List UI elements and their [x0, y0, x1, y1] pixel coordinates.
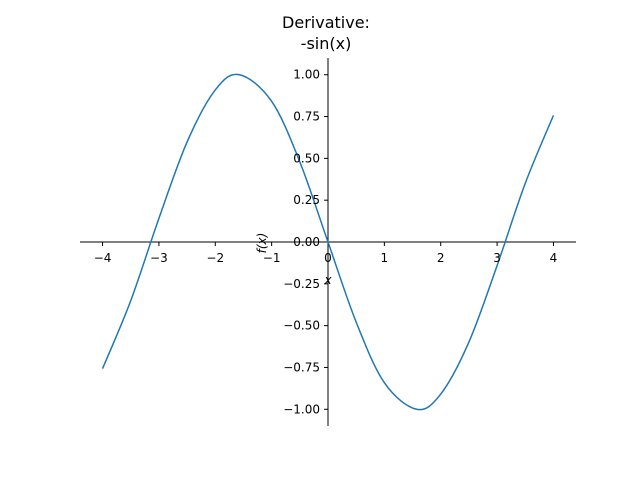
- x-tick-label: 1: [381, 251, 389, 265]
- x-tick-label: −2: [206, 251, 224, 265]
- x-tick-label: −3: [150, 251, 168, 265]
- x-tick-label: 3: [493, 251, 501, 265]
- y-tick-label: −1.00: [283, 402, 320, 416]
- y-tick-label: 0.25: [293, 193, 320, 207]
- y-tick-label: 0.00: [293, 235, 320, 249]
- x-tick-label: 2: [437, 251, 445, 265]
- y-tick-label: 0.75: [293, 110, 320, 124]
- y-tick-label: 0.50: [293, 151, 320, 165]
- y-axis-label: f(x): [255, 233, 269, 254]
- series-group: [101, 73, 555, 411]
- x-tick-label: −1: [263, 251, 281, 265]
- tick-labels: −4 −3 −2 −1 0 1 2 3 4 1.00 0.75 0.50 0.25 0.00 −0.25 −0…: [94, 68, 558, 417]
- y-tick-label: −0.75: [283, 360, 320, 374]
- x-tick-label: −4: [94, 251, 112, 265]
- y-tick-label: 1.00: [293, 68, 320, 82]
- series-line: [101, 73, 555, 411]
- chart-title-line-2: -sin(x): [301, 34, 352, 53]
- x-axis-label: x: [323, 273, 332, 287]
- tick-marks: [102, 74, 554, 410]
- x-tick-label: 0: [324, 251, 332, 265]
- x-tick-label: 4: [550, 251, 558, 265]
- y-tick-label: −0.25: [283, 277, 320, 291]
- chart-title-line-1: Derivative:: [282, 13, 370, 32]
- y-tick-label: −0.50: [283, 319, 320, 333]
